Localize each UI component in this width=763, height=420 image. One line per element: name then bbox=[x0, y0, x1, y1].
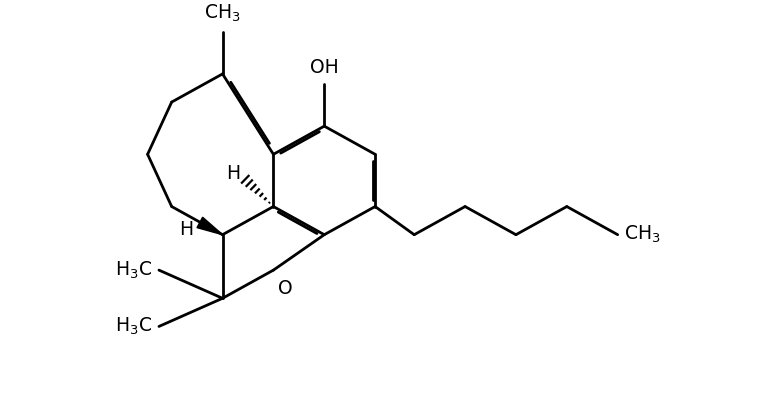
Text: H$_3$C: H$_3$C bbox=[115, 260, 152, 281]
Text: CH$_3$: CH$_3$ bbox=[624, 224, 661, 245]
Text: H: H bbox=[179, 220, 193, 239]
Text: H: H bbox=[226, 164, 240, 184]
Polygon shape bbox=[197, 217, 223, 235]
Text: O: O bbox=[278, 279, 292, 298]
Text: H$_3$C: H$_3$C bbox=[115, 316, 152, 337]
Text: OH: OH bbox=[310, 58, 339, 77]
Text: CH$_3$: CH$_3$ bbox=[204, 3, 241, 24]
